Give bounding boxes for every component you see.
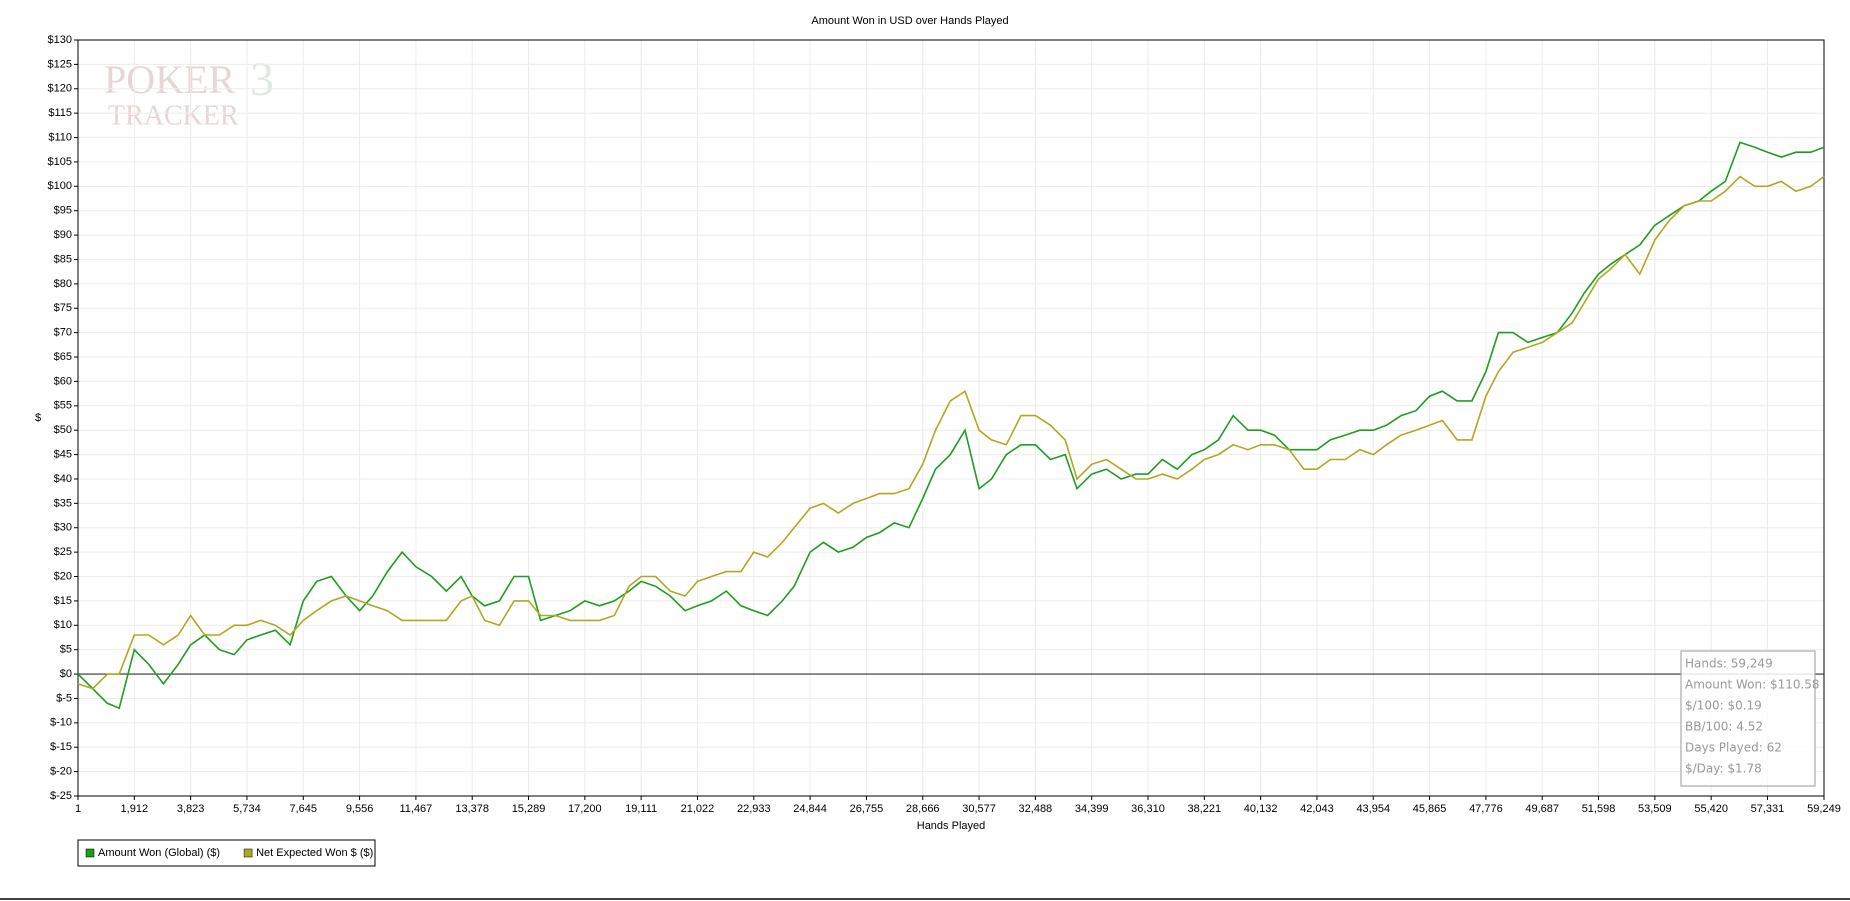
y-tick-label: $85	[54, 253, 72, 265]
y-tick-label: $60	[54, 375, 72, 387]
y-tick-label: $0	[60, 668, 72, 680]
x-tick-label: 24,844	[793, 803, 827, 815]
y-tick-label: $95	[54, 205, 72, 217]
plot-frame	[77, 39, 1825, 797]
x-tick-label: 7,645	[289, 803, 317, 815]
y-tick-label: $80	[54, 278, 72, 290]
y-tick-label: $5	[60, 644, 72, 656]
x-tick-label: 30,577	[962, 803, 996, 815]
x-tick-label: 36,310	[1131, 803, 1165, 815]
y-tick-label: $30	[54, 522, 72, 534]
y-tick-label: $115	[48, 107, 72, 119]
legend-label: Net Expected Won $ ($)	[256, 847, 373, 859]
y-tick-label: $45	[54, 448, 72, 460]
x-tick-label: 15,289	[512, 803, 546, 815]
stats-line: $/Day: $1.78	[1685, 762, 1762, 776]
x-tick-label: 5,734	[233, 803, 261, 815]
x-tick-label: 34,399	[1075, 803, 1109, 815]
x-tick-label: 1,912	[121, 803, 149, 815]
stats-line: Amount Won: $110.58	[1685, 678, 1820, 692]
y-axis-label: $	[35, 412, 41, 424]
x-tick-label: 17,200	[568, 803, 602, 815]
x-tick-label: 59,249	[1807, 803, 1841, 815]
x-tick-label: 13,378	[455, 803, 489, 815]
stats-line: $/100: $0.19	[1685, 699, 1762, 713]
series-line	[77, 141, 1825, 710]
y-tick-label: $65	[54, 351, 72, 363]
y-tick-label: $110	[48, 131, 72, 143]
y-tick-label: $40	[54, 473, 72, 485]
y-tick-label: $-20	[50, 766, 72, 778]
x-tick-label: 57,331	[1751, 803, 1785, 815]
y-tick-label: $20	[54, 570, 72, 582]
y-tick-label: $-5	[56, 692, 72, 704]
x-tick-label: 22,933	[737, 803, 771, 815]
chart-title: Amount Won in USD over Hands Played	[811, 15, 1008, 27]
x-tick-label: 53,509	[1638, 803, 1672, 815]
x-tick-label: 21,022	[681, 803, 715, 815]
y-tick-label: $90	[54, 229, 72, 241]
x-tick-label: 28,666	[906, 803, 940, 815]
x-tick-label: 19,111	[625, 803, 657, 815]
x-tick-label: 32,488	[1019, 803, 1053, 815]
x-tick-label: 3,823	[177, 803, 205, 815]
stats-line: Hands: 59,249	[1685, 657, 1773, 671]
x-tick-label: 49,687	[1525, 803, 1559, 815]
x-tick-label: 40,132	[1244, 803, 1278, 815]
legend-label: Amount Won (Global) ($)	[98, 847, 220, 859]
y-tick-label: $70	[54, 327, 72, 339]
y-tick-label: $-15	[50, 741, 72, 753]
x-tick-label: 9,556	[346, 803, 374, 815]
x-tick-label: 11,467	[399, 803, 432, 815]
x-tick-label: 26,755	[850, 803, 884, 815]
series-line	[77, 175, 1825, 690]
x-tick-label: 43,954	[1356, 803, 1390, 815]
y-tick-label: $15	[54, 595, 72, 607]
stats-line: Days Played: 62	[1685, 741, 1782, 755]
x-tick-label: 42,043	[1300, 803, 1334, 815]
watermark: 3	[250, 53, 274, 106]
y-tick-label: $100	[48, 180, 72, 192]
legend-swatch	[85, 848, 95, 858]
x-tick-label: 47,776	[1469, 803, 1503, 815]
y-tick-label: $125	[48, 58, 72, 70]
stats-box	[1680, 650, 1816, 787]
y-tick-label: $10	[54, 619, 72, 631]
x-tick-label: 38,221	[1187, 803, 1221, 815]
y-tick-label: $75	[54, 302, 72, 314]
y-tick-label: $120	[48, 83, 72, 95]
y-tick-label: $130	[48, 34, 72, 46]
legend-swatch	[243, 848, 253, 858]
x-tick-label: 55,420	[1694, 803, 1728, 815]
x-axis-label: Hands Played	[917, 820, 986, 832]
stats-line: BB/100: 4.52	[1685, 720, 1763, 734]
y-tick-label: $55	[54, 400, 72, 412]
y-tick-label: $25	[54, 546, 72, 558]
y-tick-label: $35	[54, 497, 72, 509]
y-tick-label: $105	[48, 156, 72, 168]
legend-box	[77, 839, 376, 867]
x-tick-label: 51,598	[1582, 803, 1616, 815]
y-tick-label: $50	[54, 424, 72, 436]
y-tick-label: $-25	[50, 790, 72, 802]
x-tick-label: 1	[75, 803, 81, 815]
x-tick-label: 45,865	[1413, 803, 1447, 815]
y-tick-label: $-10	[50, 717, 72, 729]
watermark: TRACKER	[108, 100, 239, 131]
